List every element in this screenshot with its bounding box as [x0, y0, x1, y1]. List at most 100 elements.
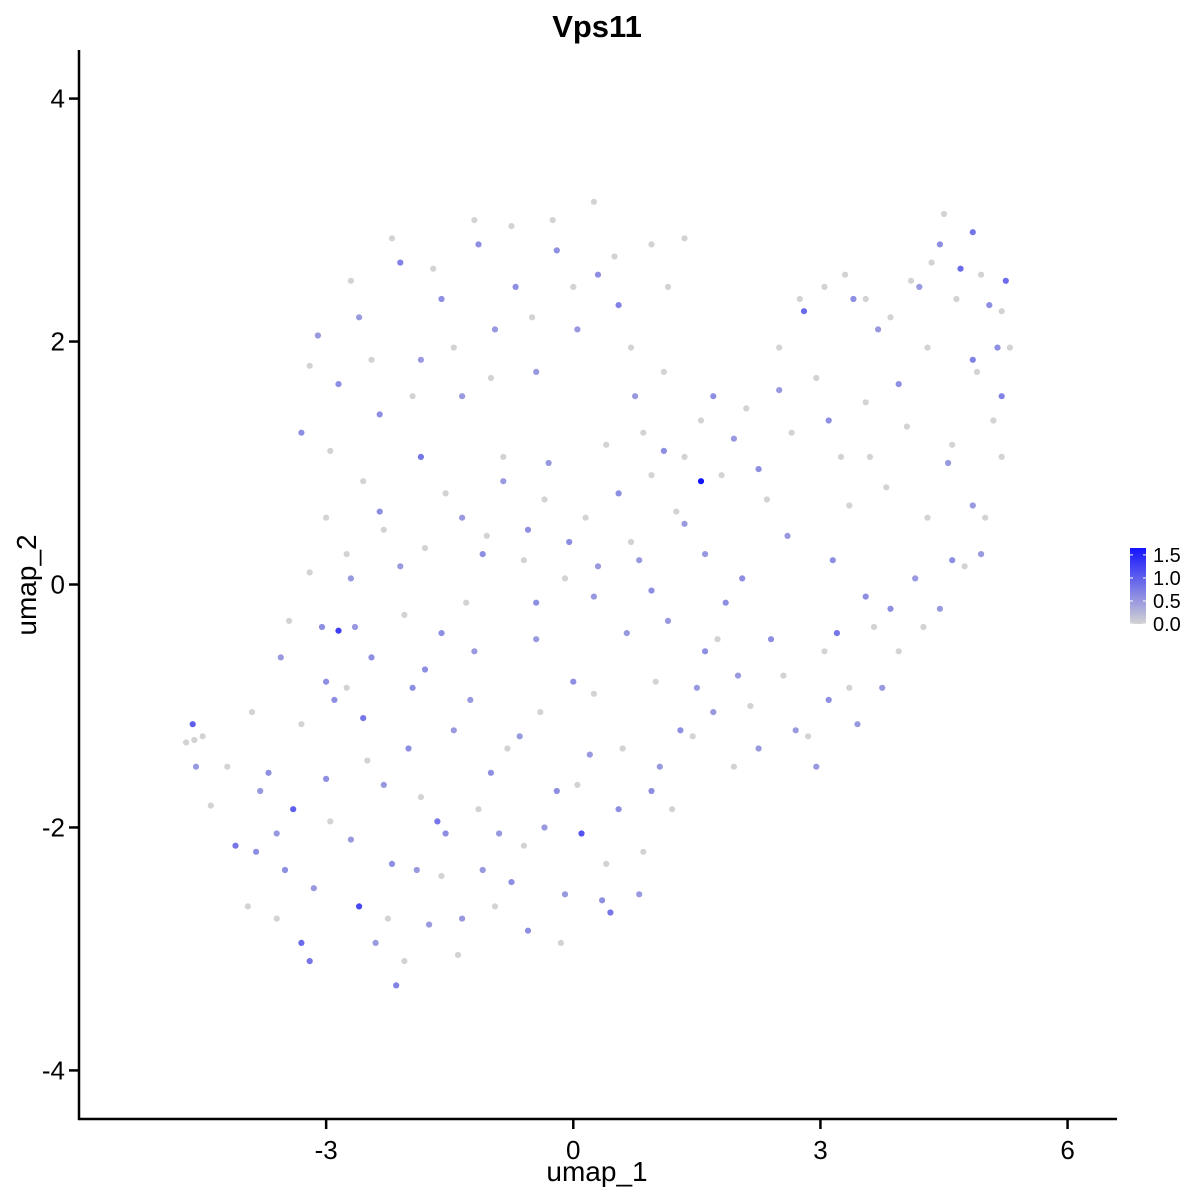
- data-point: [850, 295, 857, 303]
- data-point: [821, 283, 828, 290]
- data-point: [224, 763, 231, 770]
- data-point: [191, 736, 198, 744]
- data-point: [413, 866, 420, 874]
- data-point: [603, 860, 610, 868]
- data-point: [323, 678, 330, 685]
- data-point: [895, 648, 902, 655]
- data-point: [594, 563, 602, 570]
- data-point: [784, 532, 791, 540]
- data-point: [854, 721, 861, 728]
- data-point: [434, 818, 441, 825]
- data-point: [298, 429, 305, 436]
- data-point: [277, 654, 284, 661]
- data-point: [323, 775, 330, 783]
- data-point: [664, 283, 672, 290]
- data-point: [800, 308, 808, 315]
- data-point: [590, 593, 598, 600]
- data-point: [879, 684, 886, 691]
- data-point: [907, 277, 915, 284]
- data-point: [813, 374, 820, 382]
- data-point: [561, 575, 569, 582]
- data-point: [533, 368, 540, 375]
- data-point: [409, 393, 416, 400]
- data-point: [405, 745, 412, 752]
- data-point: [916, 283, 923, 290]
- data-point: [743, 405, 750, 412]
- data-point: [982, 514, 989, 521]
- data-point: [734, 672, 742, 679]
- data-point: [821, 648, 828, 655]
- data-point: [978, 551, 985, 558]
- data-point: [360, 715, 367, 722]
- x-axis-ticks: -3 0 3 6: [315, 1119, 1075, 1165]
- data-point: [998, 308, 1005, 315]
- data-point: [920, 623, 927, 631]
- data-point: [940, 210, 948, 218]
- x-tick-label: 6: [1060, 1135, 1074, 1165]
- data-point: [273, 915, 280, 922]
- data-point: [677, 727, 684, 734]
- data-point: [648, 472, 655, 479]
- data-point: [570, 678, 577, 685]
- data-point: [714, 636, 721, 643]
- data-point: [372, 939, 379, 947]
- data-point: [833, 630, 841, 637]
- data-point: [825, 696, 832, 704]
- data-point: [189, 721, 196, 728]
- data-point: [578, 830, 585, 837]
- data-point: [244, 903, 251, 910]
- legend-colorbar: [1130, 548, 1146, 624]
- data-point: [862, 399, 869, 406]
- data-point: [553, 247, 560, 254]
- y-tick-label: 0: [51, 570, 65, 600]
- data-point: [417, 356, 424, 363]
- data-point: [347, 836, 354, 843]
- data-point: [401, 611, 408, 619]
- data-point: [232, 842, 239, 849]
- data-point: [487, 374, 494, 382]
- scatter-points: [183, 198, 1014, 989]
- color-legend: 1.51.00.50.0: [1130, 545, 1181, 636]
- data-point: [491, 903, 499, 910]
- x-tick-label: 0: [566, 1135, 580, 1165]
- data-point: [459, 514, 466, 521]
- data-point: [380, 526, 387, 533]
- data-point: [990, 417, 997, 424]
- data-point: [648, 587, 655, 594]
- legend-label: 0.5: [1153, 591, 1181, 613]
- y-tick-label: -4: [42, 1055, 65, 1085]
- data-point: [615, 490, 622, 497]
- legend-label: 1.0: [1153, 568, 1181, 590]
- data-point: [430, 265, 437, 272]
- data-point: [697, 417, 705, 424]
- data-point: [553, 787, 560, 795]
- data-point: [903, 423, 911, 430]
- data-point: [648, 787, 655, 795]
- data-point: [862, 593, 869, 600]
- data-point: [664, 617, 672, 625]
- data-point: [846, 502, 853, 509]
- data-point: [763, 496, 771, 503]
- data-point: [459, 393, 466, 400]
- data-point: [393, 982, 400, 989]
- data-point: [286, 617, 293, 625]
- data-point: [887, 605, 894, 612]
- data-point: [586, 751, 593, 758]
- data-point: [351, 623, 359, 631]
- data-point: [475, 241, 482, 248]
- data-point: [788, 429, 795, 436]
- data-point: [887, 314, 894, 321]
- data-point: [281, 866, 289, 874]
- data-point: [928, 259, 935, 266]
- data-point: [533, 599, 540, 606]
- data-point: [969, 229, 976, 236]
- data-point: [356, 314, 363, 321]
- data-point: [471, 217, 478, 224]
- y-tick-label: -2: [42, 812, 65, 842]
- data-point: [842, 271, 849, 278]
- data-point: [343, 684, 350, 691]
- data-point: [619, 745, 626, 752]
- data-point: [924, 344, 931, 351]
- data-point: [870, 623, 878, 631]
